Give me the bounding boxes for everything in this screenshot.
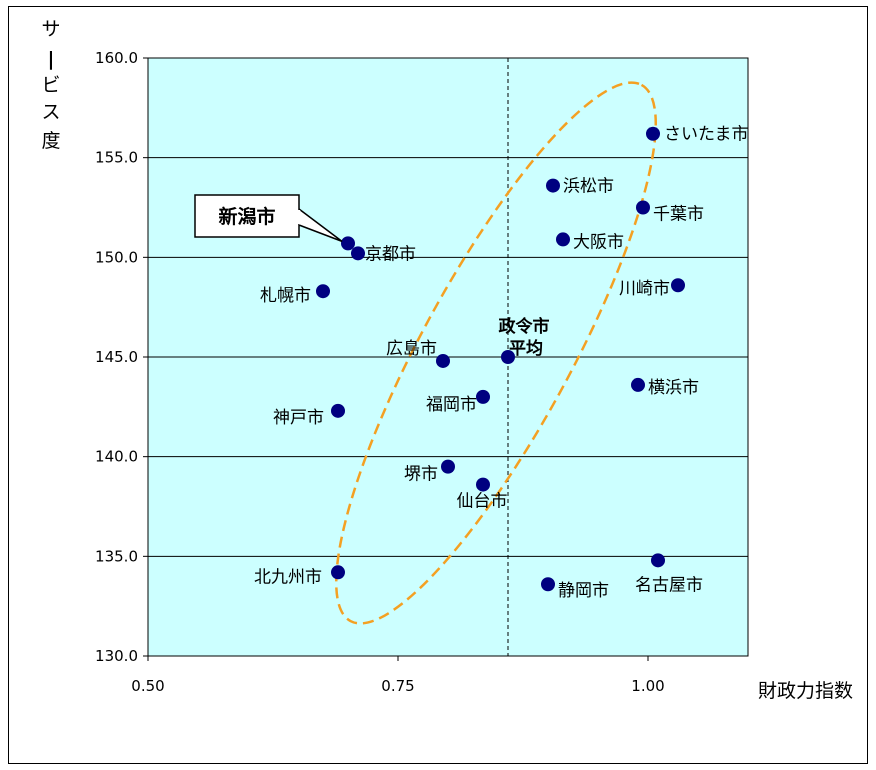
plot-area — [143, 57, 749, 661]
average-label-line2: 平均 — [509, 338, 543, 359]
data-point — [646, 126, 660, 141]
y-axis-title-char: ス — [41, 101, 60, 123]
data-point — [331, 403, 345, 418]
labels: 130.0 135.0 140.0 145.0 150.0 155.0 160.0 0.50 0… — [41, 18, 853, 702]
y-tick-label: 140.0 — [95, 448, 138, 466]
data-point — [541, 577, 555, 592]
y-tick-label: 155.0 — [95, 149, 138, 167]
x-tick-label: 1.00 — [631, 677, 664, 695]
callout-pointer — [298, 208, 343, 243]
point-label: 仙台市 — [457, 492, 508, 512]
data-point — [671, 278, 685, 293]
y-tick-label: 150.0 — [95, 248, 138, 266]
data-point — [316, 284, 330, 299]
y-tick-label: 160.0 — [95, 49, 138, 67]
data-point — [441, 459, 455, 474]
y-tick-label: 145.0 — [95, 348, 138, 366]
data-point — [341, 236, 355, 251]
point-label: 北九州市 — [254, 567, 322, 587]
y-axis-title-char: | — [48, 48, 55, 70]
point-label: 京都市 — [365, 244, 416, 264]
x-axis-title: 財政力指数 — [758, 680, 853, 702]
point-label: 川崎市 — [619, 279, 670, 299]
y-axis-title-char: サ — [41, 18, 60, 40]
scatter-chart: 130.0 135.0 140.0 145.0 150.0 155.0 160.0 0.50 0… — [41, 18, 853, 702]
point-label: 横浜市 — [648, 378, 699, 398]
data-point — [476, 477, 490, 492]
average-label-line1: 政令市 — [499, 316, 550, 337]
data-point — [631, 377, 645, 392]
data-point — [436, 353, 450, 368]
point-label: 堺市 — [404, 465, 438, 485]
data-point — [651, 553, 665, 568]
data-point — [476, 389, 490, 404]
data-point — [636, 200, 650, 215]
data-point — [501, 350, 515, 364]
x-tick-label: 0.75 — [381, 677, 414, 695]
point-label: 福岡市 — [426, 395, 477, 415]
highlight-ellipse — [334, 81, 658, 625]
point-label: 大阪市 — [573, 232, 624, 252]
point-label: 浜松市 — [563, 177, 614, 197]
point-label: さいたま市 — [664, 125, 749, 145]
callout-label: 新潟市 — [218, 205, 275, 228]
y-tick-label: 135.0 — [95, 547, 138, 565]
point-label: 広島市 — [386, 339, 437, 359]
y-axis-title-char: 度 — [41, 130, 60, 152]
data-point — [351, 246, 365, 261]
data-point — [331, 565, 345, 580]
point-label: 札幌市 — [260, 286, 311, 306]
point-label: 静岡市 — [558, 581, 609, 601]
chart-frame: 130.0 135.0 140.0 145.0 150.0 155.0 160.0 0.50 0… — [8, 6, 868, 764]
point-label: 名古屋市 — [635, 575, 703, 595]
x-tick-label: 0.50 — [131, 677, 164, 695]
y-tick-label: 130.0 — [95, 647, 138, 665]
callout-box — [194, 194, 300, 238]
data-point — [556, 232, 570, 247]
data-point — [546, 178, 560, 193]
point-label: 千葉市 — [653, 205, 704, 225]
point-label: 神戸市 — [273, 408, 324, 428]
y-axis-title-char: ビ — [41, 74, 60, 96]
marks — [316, 126, 685, 592]
